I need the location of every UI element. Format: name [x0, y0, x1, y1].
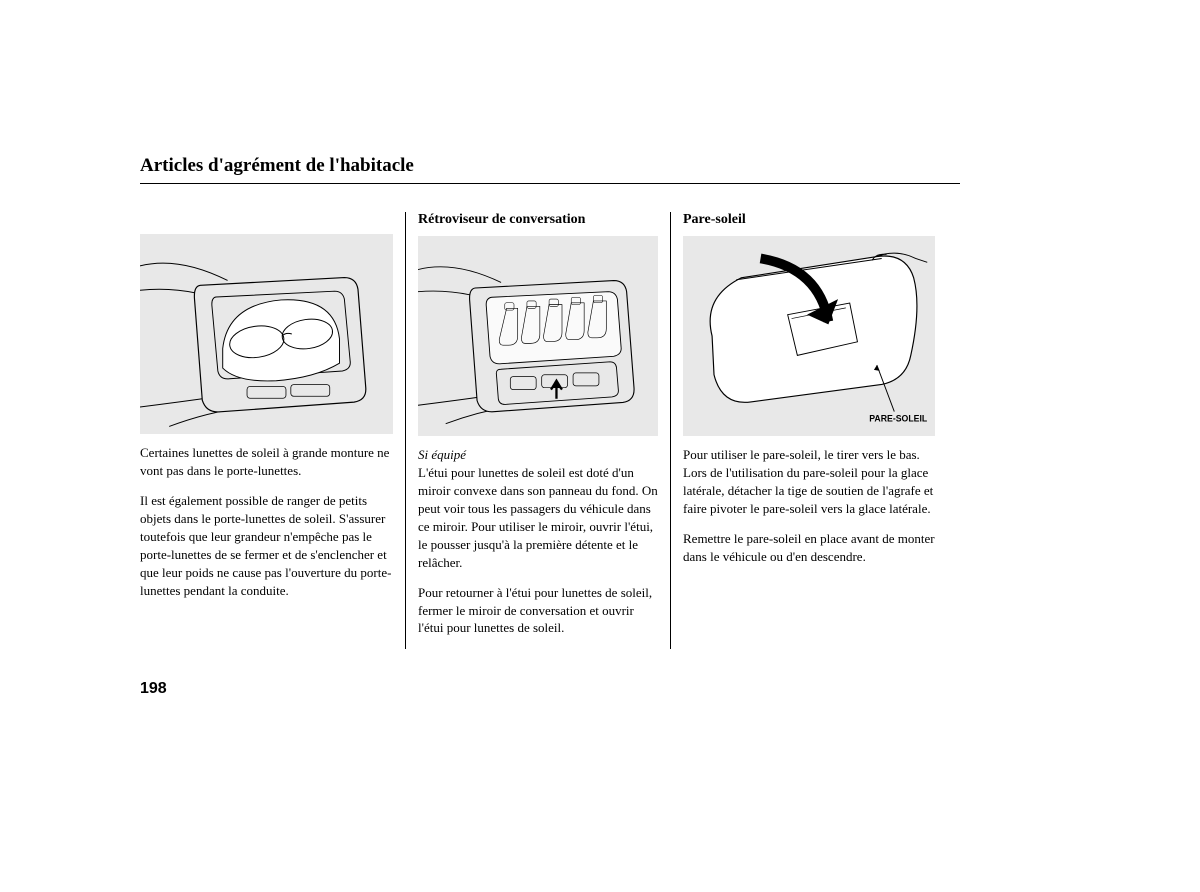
preface-italic: Si équipé — [418, 447, 466, 462]
column-2-text: Si équipé L'étui pour lunettes de soleil … — [418, 446, 658, 637]
column-heading: Pare-soleil — [683, 212, 935, 228]
paragraph: Pour utiliser le pare-soleil, le tirer v… — [683, 446, 935, 518]
columns-container: Certaines lunettes de soleil à grande mo… — [140, 212, 960, 649]
illustration-sunglass-holder — [140, 234, 393, 434]
column-2: Rétroviseur de conversation — [405, 212, 670, 649]
title-rule — [140, 183, 960, 184]
column-3: Pare-soleil — [670, 212, 935, 649]
page-number: 198 — [140, 680, 167, 698]
page-title: Articles d'agrément de l'habitacle — [140, 155, 960, 183]
paragraph: L'étui pour lunettes de soleil est doté … — [418, 465, 658, 570]
callout-label: PARE-SOLEIL — [869, 413, 928, 423]
illustration-sun-visor: PARE-SOLEIL — [683, 236, 935, 436]
paragraph: Il est également possible de ranger de p… — [140, 492, 393, 600]
column-1-text: Certaines lunettes de soleil à grande mo… — [140, 444, 393, 600]
column-3-text: Pour utiliser le pare-soleil, le tirer v… — [683, 446, 935, 566]
paragraph: Certaines lunettes de soleil à grande mo… — [140, 444, 393, 480]
column-heading: Rétroviseur de conversation — [418, 212, 658, 228]
paragraph: Pour retourner à l'étui pour lunettes de… — [418, 584, 658, 638]
manual-page: Articles d'agrément de l'habitacle — [140, 155, 960, 649]
column-1: Certaines lunettes de soleil à grande mo… — [140, 212, 405, 649]
paragraph: Remettre le pare-soleil en place avant d… — [683, 530, 935, 566]
illustration-conversation-mirror — [418, 236, 658, 436]
heading-spacer — [140, 212, 393, 234]
